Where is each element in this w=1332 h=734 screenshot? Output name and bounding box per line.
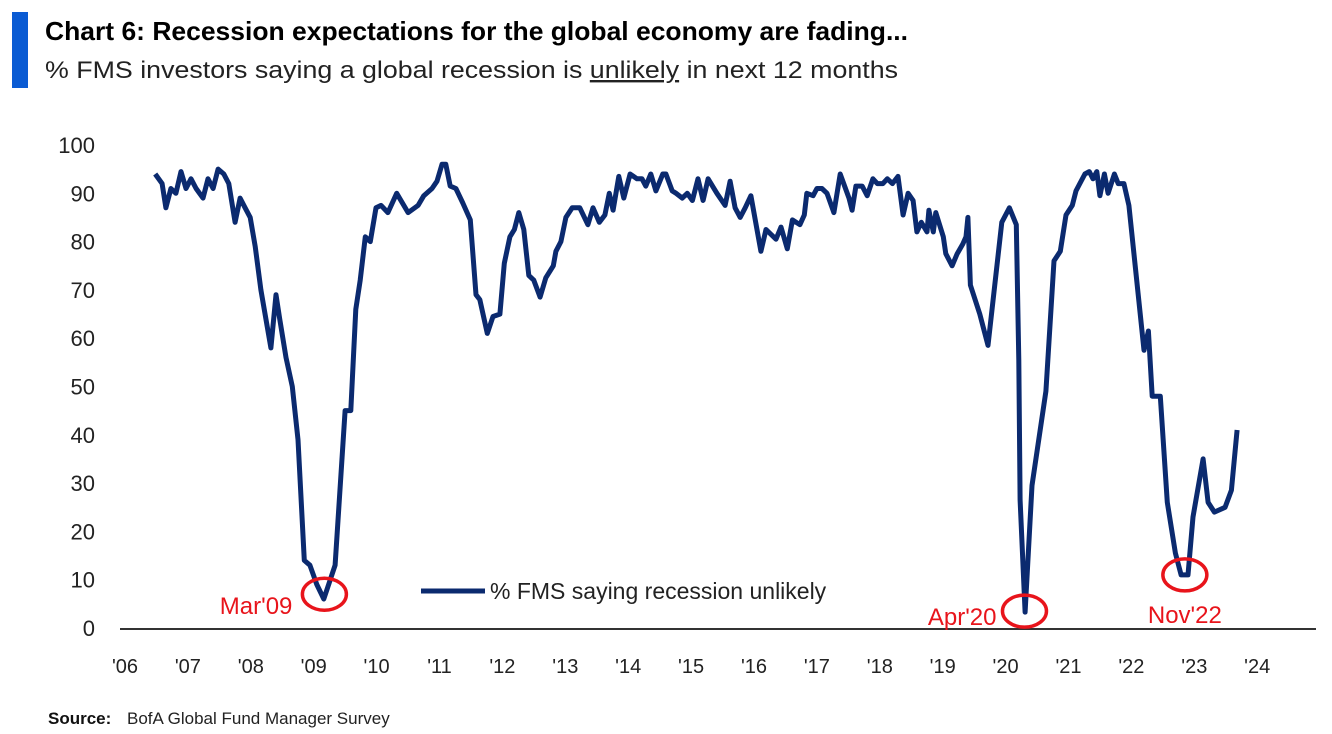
x-tick-label: '14 <box>615 656 641 678</box>
legend-label: % FMS saying recession unlikely <box>490 578 827 604</box>
x-tick-label: '12 <box>489 656 515 678</box>
source-text: BofA Global Fund Manager Survey <box>127 709 390 728</box>
x-tick-label: '13 <box>552 656 578 678</box>
y-tick-label: 0 <box>83 616 95 641</box>
x-tick-label: '21 <box>1055 656 1081 678</box>
annotation-circle <box>1161 557 1209 593</box>
chart-title: Chart 6: Recession expectations for the … <box>45 16 908 46</box>
x-tick-label: '10 <box>364 656 390 678</box>
x-tick-label: '07 <box>175 656 201 678</box>
subtitle-emphasis: unlikely <box>590 57 679 84</box>
subtitle-part: % FMS investors saying a global recessio… <box>45 57 590 84</box>
annotation-label: Mar'09 <box>220 593 293 620</box>
y-axis: 0 10 20 30 40 50 60 70 80 90 100 <box>58 133 95 641</box>
y-tick-label: 70 <box>71 278 95 303</box>
y-tick-label: 30 <box>71 471 95 496</box>
y-tick-label: 80 <box>71 230 95 255</box>
x-tick-label: '08 <box>238 656 264 678</box>
annotation-circle <box>300 576 349 612</box>
x-axis: '06 '07 '08 '09 '10 '11 '12 '13 '14 '15 '16 '17 '18 '… <box>112 656 1270 678</box>
accent-bar <box>12 12 28 88</box>
x-tick-label: '09 <box>301 656 327 678</box>
annotations: Mar'09 Apr'20 Nov'22 <box>220 557 1222 631</box>
x-tick-label: '23 <box>1181 656 1207 678</box>
x-tick-label: '11 <box>427 656 452 678</box>
legend: % FMS saying recession unlikely <box>421 578 827 604</box>
y-tick-label: 50 <box>71 375 95 400</box>
y-tick-label: 100 <box>58 133 95 158</box>
x-tick-label: '15 <box>678 656 704 678</box>
chart-subtitle: % FMS investors saying a global recessio… <box>45 57 898 84</box>
subtitle-part: in next 12 months <box>679 57 898 84</box>
x-tick-label: '17 <box>804 656 830 678</box>
annotation-label: Apr'20 <box>928 604 997 631</box>
y-tick-label: 60 <box>71 326 95 351</box>
y-tick-label: 90 <box>71 181 95 206</box>
source-label: Source: <box>48 709 111 728</box>
annotation-circle <box>1000 593 1049 629</box>
x-tick-label: '20 <box>993 656 1019 678</box>
x-tick-label: '16 <box>741 656 767 678</box>
x-tick-label: '06 <box>112 656 138 678</box>
y-tick-label: 40 <box>71 423 95 448</box>
y-tick-label: 10 <box>71 568 95 593</box>
series-line <box>153 161 1240 615</box>
x-tick-label: '18 <box>867 656 893 678</box>
annotation-label: Nov'22 <box>1148 602 1222 629</box>
x-tick-label: '22 <box>1118 656 1144 678</box>
x-tick-label: '19 <box>930 656 956 678</box>
x-tick-label: '24 <box>1244 656 1270 678</box>
y-tick-label: 20 <box>71 519 95 544</box>
